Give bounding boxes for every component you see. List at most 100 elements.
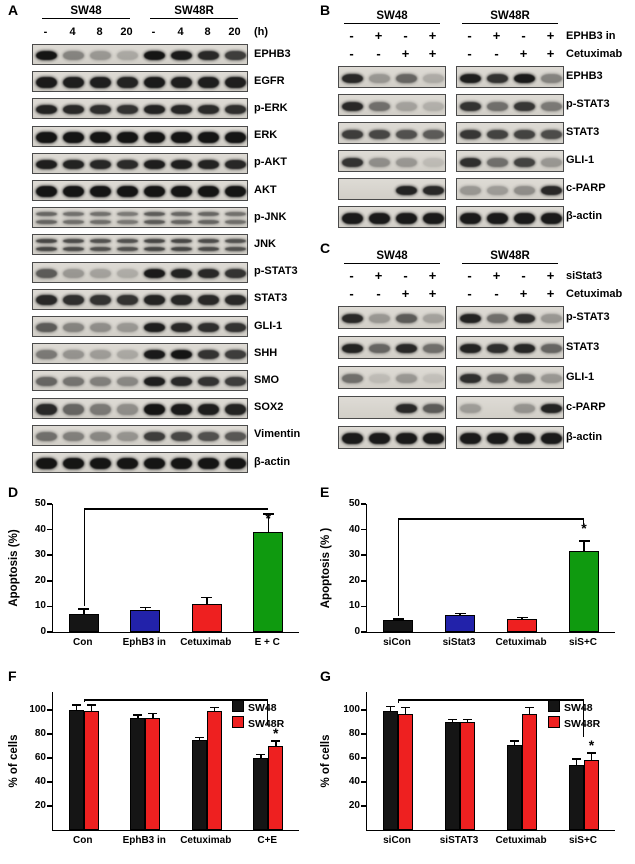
blot-band: [198, 51, 219, 60]
y-tick-mark: [361, 781, 366, 783]
blot-band: [487, 185, 508, 195]
legend-item: SW48: [232, 700, 277, 714]
chart-plot: *: [366, 504, 615, 633]
chart-bar: [569, 765, 584, 830]
blot-band: [541, 129, 562, 139]
sig-asterisk: *: [581, 520, 587, 537]
panel-C-western-blot: C SW48 SW48R - + - + - + - + siStat3 - - + + - - + + Cetuxi…: [318, 240, 632, 484]
legend-swatch: [548, 716, 560, 728]
blot-row-label: GLI-1: [254, 319, 283, 332]
blot-band: [117, 350, 138, 360]
sig-bracket-drop: [398, 519, 400, 617]
y-axis-label: % of cells: [320, 734, 332, 788]
blot-band: [198, 431, 219, 441]
blot-group-label: SW48: [42, 5, 130, 19]
treatment-sign: +: [401, 46, 410, 61]
blot-band: [487, 73, 508, 83]
blot-band: [460, 101, 481, 111]
blot-band: [198, 268, 219, 278]
lane-time-label: 20: [120, 26, 133, 38]
blot-band: [342, 101, 363, 111]
blot-band: [36, 51, 57, 60]
treatment-sign: -: [403, 268, 408, 283]
blot-band: [396, 73, 417, 83]
time-unit-label: (h): [254, 26, 269, 38]
treatment-sign: -: [467, 286, 472, 301]
y-tick-label: 50: [348, 498, 360, 509]
blot-band: [396, 185, 417, 195]
blot-row-label: β-actin: [254, 455, 291, 468]
blot-band: [342, 433, 363, 444]
chart-plot: *: [366, 692, 615, 831]
blot-band: [460, 404, 481, 413]
error-bar-cap: [401, 706, 410, 709]
blot-band: [90, 323, 111, 332]
treatment-sign: +: [492, 28, 501, 43]
blot-band: [117, 51, 138, 60]
blot-band: [90, 268, 111, 278]
blot-group-label: SW48: [344, 250, 440, 264]
blot-band: [36, 186, 57, 197]
blot-band: [423, 185, 444, 195]
panel-D-letter: D: [8, 484, 19, 500]
treatment-sign: -: [494, 46, 499, 61]
legend-swatch: [232, 716, 244, 728]
treatment-sign: -: [349, 286, 354, 301]
y-tick-label: 40: [34, 776, 46, 787]
blot-band: [90, 247, 111, 252]
blot-band: [144, 350, 165, 360]
blot-band: [198, 77, 219, 89]
error-bar-cap: [139, 606, 151, 609]
blot-row-label: β-actin: [566, 210, 603, 222]
blot-band: [63, 323, 84, 332]
lane-time-label: 8: [96, 26, 103, 38]
blot-band: [396, 157, 417, 167]
treatment-sign: +: [546, 286, 555, 301]
blot-band: [117, 323, 138, 332]
y-tick-mark: [361, 631, 366, 633]
y-tick-label: 20: [34, 574, 46, 586]
legend-swatch: [232, 700, 244, 712]
panel-E-chart-canvas: * 0 10 20 30 40 50 Apoptosis (% ) siCon siStat3 Ce…: [318, 484, 632, 668]
blot-band: [198, 186, 219, 197]
blot-band: [90, 51, 111, 60]
blot-band: [423, 314, 444, 323]
treatment-sign: +: [374, 28, 383, 43]
y-axis-label: % of cells: [8, 734, 20, 788]
blot-band: [198, 159, 219, 169]
y-tick-label: 40: [34, 523, 46, 535]
blot-band: [198, 131, 219, 143]
blot-band: [117, 212, 138, 217]
error-bar-line: [198, 737, 200, 740]
blot-band: [342, 344, 363, 353]
blot-band: [36, 377, 57, 387]
y-tick-mark: [361, 503, 366, 505]
chart-bar: [507, 619, 537, 632]
blot-band: [487, 101, 508, 111]
error-bar-line: [575, 759, 578, 766]
blot-band: [117, 239, 138, 244]
blot-band: [117, 247, 138, 252]
blot-row-label: c-PARP: [566, 400, 606, 413]
blot-band: [171, 51, 192, 60]
blot-band: [171, 295, 192, 306]
legend-label: SW48R: [248, 718, 285, 730]
chart-bar: [584, 760, 599, 830]
y-tick-mark: [47, 631, 52, 633]
blot-band: [514, 129, 535, 139]
y-tick-label: 100: [29, 704, 46, 715]
sig-bracket-drop: [582, 700, 584, 738]
blot-band: [171, 239, 192, 244]
chart-bar: [398, 713, 413, 830]
blot-strip: [338, 426, 446, 449]
treatment-sign: -: [467, 28, 472, 43]
y-tick-mark: [47, 733, 52, 735]
sig-bracket: [398, 699, 584, 701]
blot-band: [90, 159, 111, 169]
blot-band: [117, 431, 138, 441]
blot-band: [36, 131, 57, 143]
panel-A-letter: A: [8, 2, 19, 18]
blot-row-label: SHH: [254, 346, 278, 359]
chart-bar: [68, 710, 84, 830]
y-tick-label: 10: [34, 600, 46, 612]
